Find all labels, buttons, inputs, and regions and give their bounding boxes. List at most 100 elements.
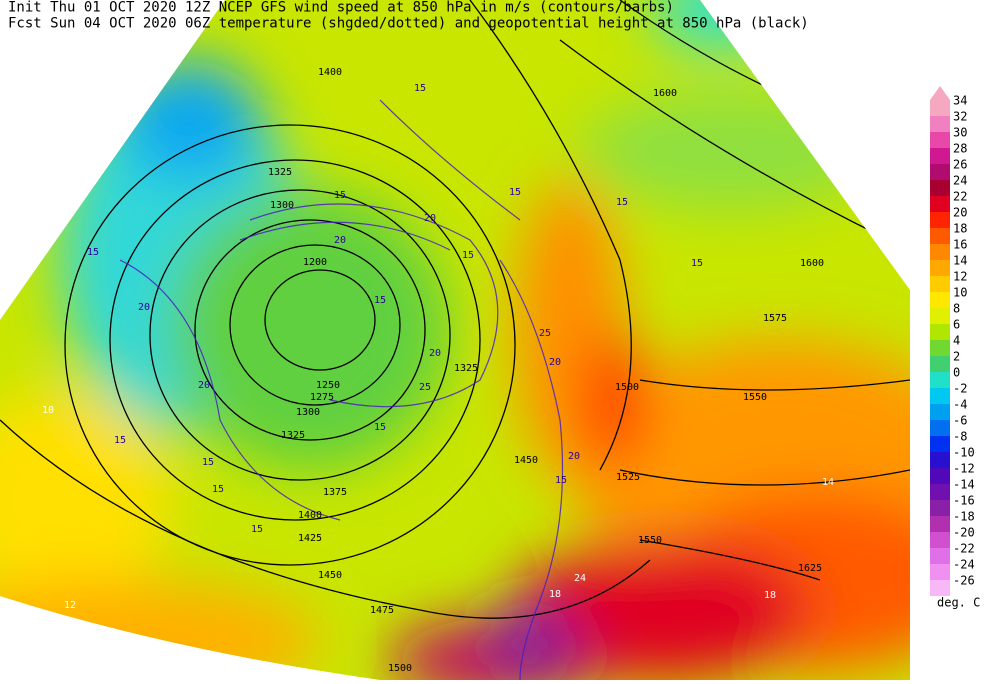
height-label: 1300 xyxy=(296,407,320,418)
height-label: 1325 xyxy=(281,430,305,441)
wind-label: 20 xyxy=(198,380,210,391)
colorbar-label: -22 xyxy=(953,542,975,556)
height-label: 1600 xyxy=(653,88,677,99)
colorbar-swatch xyxy=(930,420,950,436)
colorbar-swatch xyxy=(930,196,950,212)
wind-label: 25 xyxy=(539,328,551,339)
colorbar-swatch xyxy=(930,532,950,548)
temperature-label: 12 xyxy=(64,600,76,611)
colorbar-swatch xyxy=(930,116,950,132)
colorbar-swatch xyxy=(930,548,950,564)
height-label: 1400 xyxy=(298,510,322,521)
colorbar-label: -4 xyxy=(953,398,967,412)
colorbar-swatch xyxy=(930,468,950,484)
colorbar-swatch xyxy=(930,324,950,340)
colorbar-label: 10 xyxy=(953,286,967,300)
colorbar-label: 0 xyxy=(953,366,960,380)
colorbar-swatch xyxy=(930,260,950,276)
height-label: 1500 xyxy=(388,663,412,674)
colorbar-label: -8 xyxy=(953,430,967,444)
colorbar-label: -12 xyxy=(953,462,975,476)
colorbar-label: 6 xyxy=(953,318,960,332)
wind-label: 15 xyxy=(374,422,386,433)
wind-label: 20 xyxy=(549,357,561,368)
height-label: 1475 xyxy=(370,605,394,616)
colorbar-label: -26 xyxy=(953,574,975,588)
wind-label: 15 xyxy=(202,457,214,468)
wind-label: 15 xyxy=(87,247,99,258)
height-label: 1575 xyxy=(763,313,787,324)
colorbar-swatch xyxy=(930,308,950,324)
temperature-label: 14 xyxy=(822,477,834,488)
colorbar-arrow xyxy=(930,86,950,100)
colorbar-swatch xyxy=(930,404,950,420)
colorbar-label: -20 xyxy=(953,526,975,540)
height-label: 1300 xyxy=(270,200,294,211)
height-label: 1450 xyxy=(318,570,342,581)
wind-label: 20 xyxy=(138,302,150,313)
colorbar-label: 8 xyxy=(953,302,960,316)
wind-label: 15 xyxy=(212,484,224,495)
temperature-label: 10 xyxy=(42,405,54,416)
wind-label: 15 xyxy=(374,295,386,306)
colorbar-label: 4 xyxy=(953,334,960,348)
height-label: 1375 xyxy=(323,487,347,498)
height-label: 1325 xyxy=(268,167,292,178)
colorbar-label: -6 xyxy=(953,414,967,428)
height-label: 1200 xyxy=(303,257,327,268)
colorbar-label: 16 xyxy=(953,238,967,252)
colorbar-swatch xyxy=(930,388,950,404)
colorbar-swatch xyxy=(930,372,950,388)
colorbar-label: 26 xyxy=(953,158,967,172)
colorbar-swatch xyxy=(930,516,950,532)
colorbar-swatch xyxy=(930,180,950,196)
wind-label: 20 xyxy=(429,348,441,359)
wind-label: 20 xyxy=(568,451,580,462)
colorbar-swatch xyxy=(930,500,950,516)
wind-label: 15 xyxy=(114,435,126,446)
wind-label: 15 xyxy=(509,187,521,198)
colorbar-swatch xyxy=(930,340,950,356)
colorbar-swatch xyxy=(930,292,950,308)
colorbar-label: 32 xyxy=(953,110,967,124)
colorbar-label: -2 xyxy=(953,382,967,396)
height-label: 1625 xyxy=(798,563,822,574)
wind-label: 15 xyxy=(251,524,263,535)
colorbar-swatch xyxy=(930,356,950,372)
colorbar-swatch xyxy=(930,132,950,148)
colorbar-swatch xyxy=(930,100,950,116)
wind-label: 25 xyxy=(419,382,431,393)
colorbar-label: 22 xyxy=(953,190,967,204)
colorbar-label: 30 xyxy=(953,126,967,140)
colorbar-label: 24 xyxy=(953,174,967,188)
header-line: Init Thu 01 OCT 2020 12Z NCEP GFS wind s… xyxy=(8,0,674,16)
height-label: 1600 xyxy=(800,258,824,269)
colorbar-swatch xyxy=(930,228,950,244)
colorbar-label: 20 xyxy=(953,206,967,220)
height-label: 1275 xyxy=(310,392,334,403)
colorbar-swatch xyxy=(930,436,950,452)
colorbar-swatch xyxy=(930,212,950,228)
colorbar-swatch xyxy=(930,452,950,468)
colorbar-label: -10 xyxy=(953,446,975,460)
colorbar-label: -14 xyxy=(953,478,975,492)
temperature-label: 18 xyxy=(764,590,776,601)
colorbar-label: 18 xyxy=(953,222,967,236)
wind-label: 15 xyxy=(334,190,346,201)
wind-label: 20 xyxy=(424,213,436,224)
colorbar-label: -24 xyxy=(953,558,975,572)
wind-label: 15 xyxy=(616,197,628,208)
wind-label: 15 xyxy=(555,475,567,486)
height-label: 1450 xyxy=(514,455,538,466)
colorbar-swatch xyxy=(930,484,950,500)
colorbar-swatch xyxy=(930,276,950,292)
wind-label: 15 xyxy=(691,258,703,269)
wind-label: 15 xyxy=(462,250,474,261)
colorbar-swatch xyxy=(930,564,950,580)
height-label: 1550 xyxy=(743,392,767,403)
height-label: 1400 xyxy=(318,67,342,78)
temperature-label: 18 xyxy=(549,589,561,600)
wind-label: 20 xyxy=(334,235,346,246)
